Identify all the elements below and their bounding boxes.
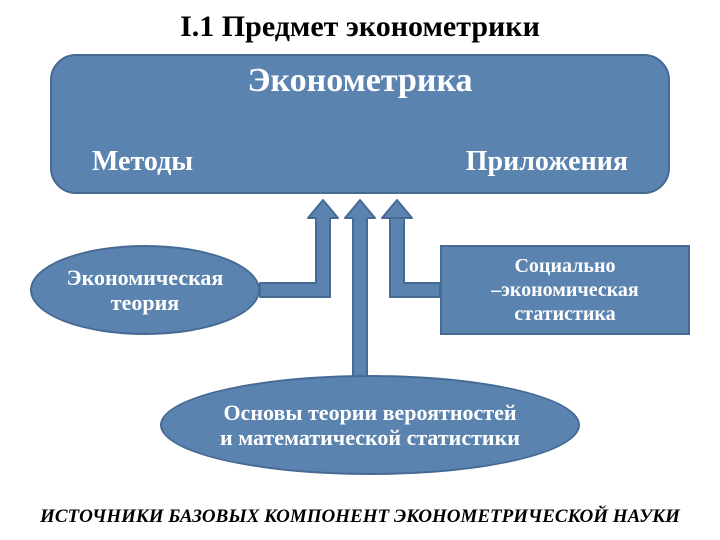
econometrics-main-box: Эконометрика Методы Приложения [50, 54, 670, 194]
ellipse-bottom-line1: Основы теории вероятностей [223, 400, 516, 425]
diagram-stage: I.1 Предмет эконометрики Эконометрика Ме… [0, 0, 720, 540]
rect-right-line3: статистика [514, 303, 615, 325]
main-box-heading: Эконометрика [52, 62, 668, 100]
ellipse-left-line1: Экономическая [67, 265, 224, 290]
main-box-right-label: Приложения [466, 146, 628, 178]
main-box-left-label: Методы [92, 146, 193, 178]
rect-right-line2: –экономическая [491, 279, 639, 301]
ellipse-bottom-line2: и математической статистики [220, 425, 520, 450]
rect-right-line1: Социально [514, 255, 615, 277]
ellipse-left-line2: теория [111, 290, 179, 315]
economic-theory-ellipse: Экономическая теория [30, 245, 260, 335]
socioeconomic-statistics-rect: Социально –экономическая статистика [440, 245, 690, 335]
page-title: I.1 Предмет эконометрики [0, 10, 720, 44]
footer-caption: ИСТОЧНИКИ БАЗОВЫХ КОМПОНЕНТ ЭКОНОМЕТРИЧЕ… [0, 506, 720, 528]
probability-statistics-ellipse: Основы теории вероятностей и математичес… [160, 375, 580, 475]
